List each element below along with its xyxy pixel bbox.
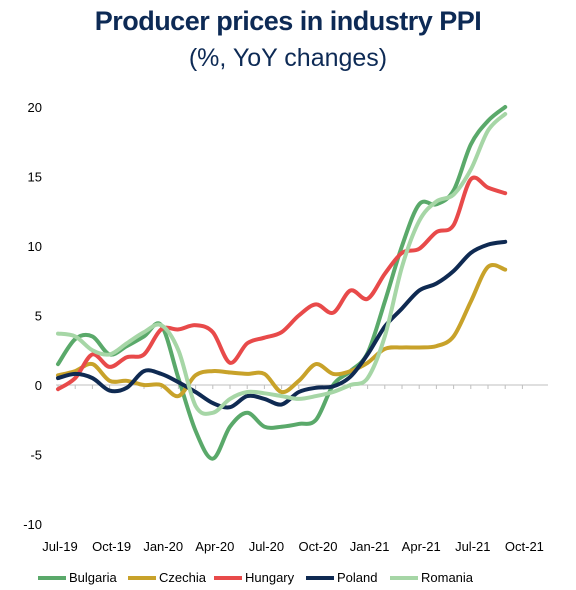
series-line-poland bbox=[56, 239, 508, 410]
chart-subtitle: (%, YoY changes) bbox=[188, 44, 388, 72]
y-tick-label: 10 bbox=[28, 239, 42, 254]
x-tick-label: Jan-20 bbox=[143, 539, 183, 554]
legend: Bulgaria Czechia Hungary Poland Romania bbox=[38, 570, 474, 585]
chart-title: Producer prices in industry PPI bbox=[94, 6, 482, 36]
legend-label-czechia: Czechia bbox=[159, 570, 207, 585]
series-line-romania bbox=[56, 112, 508, 416]
legend-label-hungary: Hungary bbox=[245, 570, 295, 585]
x-tick-label: Apr-20 bbox=[195, 539, 234, 554]
x-tick-label: Oct-19 bbox=[92, 539, 131, 554]
y-tick-label: 20 bbox=[28, 100, 42, 115]
x-tick-label: Apr-21 bbox=[402, 539, 441, 554]
legend-label-poland: Poland bbox=[337, 570, 377, 585]
y-tick-label: -5 bbox=[30, 448, 42, 463]
series-line-hungary bbox=[56, 175, 508, 392]
x-tick-label: Jul-20 bbox=[249, 539, 284, 554]
y-tick-label: 0 bbox=[35, 378, 42, 393]
x-tick-label: Jan-21 bbox=[350, 539, 390, 554]
x-tick-label: Jul-21 bbox=[455, 539, 490, 554]
legend-label-romania: Romania bbox=[421, 570, 474, 585]
series-lines bbox=[56, 105, 508, 461]
x-tick-label: Oct-20 bbox=[298, 539, 337, 554]
y-tick-label: 5 bbox=[35, 309, 42, 324]
y-tick-label: -10 bbox=[23, 517, 42, 532]
legend-label-bulgaria: Bulgaria bbox=[69, 570, 117, 585]
x-tick-label: Jul-19 bbox=[42, 539, 77, 554]
x-tick-label: Oct-21 bbox=[505, 539, 544, 554]
y-tick-label: 15 bbox=[28, 170, 42, 185]
